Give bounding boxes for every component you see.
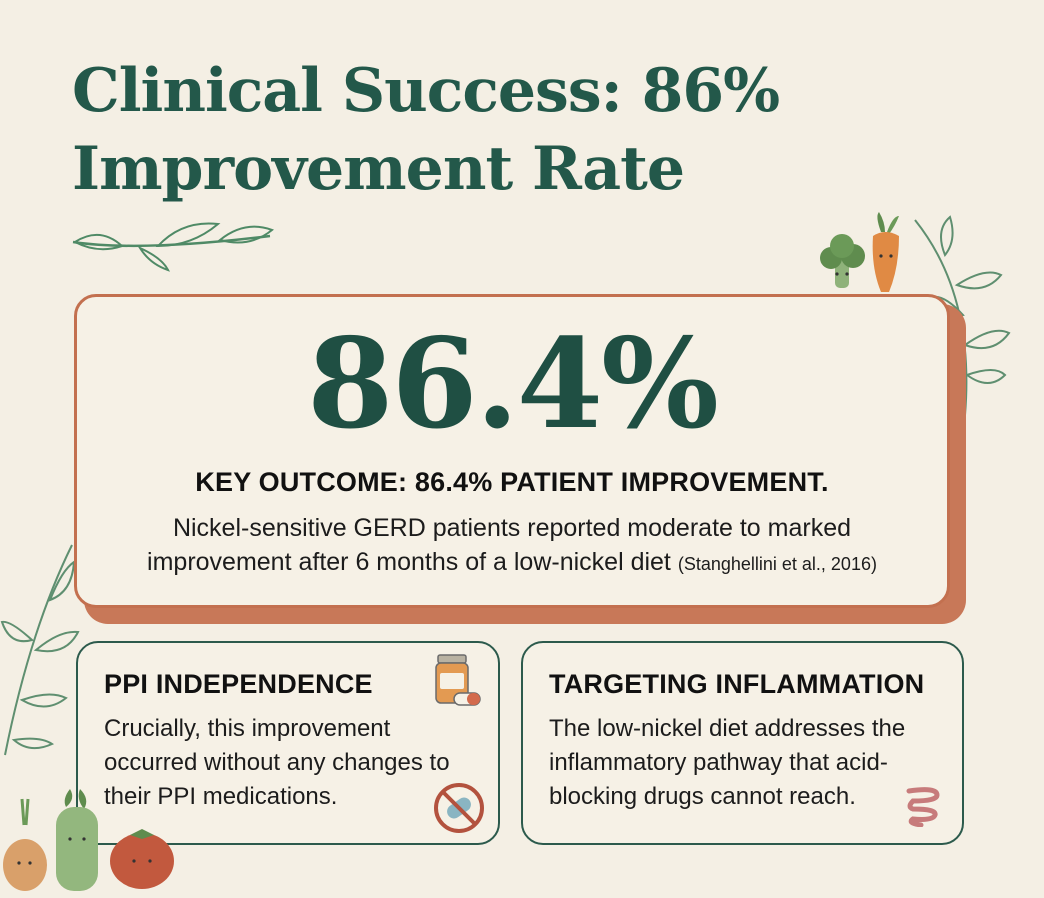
vegetables-top-decoration [820, 212, 899, 292]
celery-icon [56, 789, 98, 891]
tomato-icon [110, 829, 174, 889]
page-title: Clinical Success: 86% Improvement Rate [72, 52, 780, 208]
ppi-independence-card: PPI INDEPENDENCE Crucially, this improve… [76, 641, 500, 845]
pill-bottle-icon [435, 654, 481, 706]
intestine-icon [906, 787, 940, 827]
key-outcome-heading: KEY OUTCOME: 86.4% PATIENT IMPROVEMENT. [195, 467, 829, 497]
card-heading: PPI INDEPENDENCE [104, 669, 373, 699]
description-line-1: Nickel-sensitive GERD patients reported … [172, 514, 852, 542]
leaf-sprig-icon [72, 222, 274, 272]
targeting-inflammation-card: TARGETING INFLAMMATION The low-nickel di… [521, 641, 964, 845]
title-line-1: Clinical Success: 86% [72, 56, 780, 126]
card-body: Crucially, this improvement occurred wit… [104, 715, 450, 810]
leaf-sprig-icon [0, 544, 80, 756]
carrot-icon [872, 212, 899, 292]
key-outcome-description: Nickel-sensitive GERD patients reported … [97, 511, 927, 581]
leaf-sprig-icon [914, 215, 1011, 416]
description-line-2-text: improvement after 6 months of a low-nick… [147, 548, 671, 576]
citation: (Stanghellini et al., 2016) [677, 554, 877, 574]
description-line-2: improvement after 6 months of a low-nick… [97, 545, 927, 581]
key-outcome-card: 86.4% KEY OUTCOME: 86.4% PATIENT IMPROVE… [74, 294, 950, 608]
improvement-stat: 86.4% [307, 312, 719, 457]
card-body: The low-nickel diet addresses the inflam… [549, 715, 906, 810]
card-heading: TARGETING INFLAMMATION [549, 669, 925, 699]
broccoli-icon [820, 234, 865, 288]
onion-icon [3, 798, 47, 891]
no-pill-icon [434, 783, 484, 833]
title-line-2: Improvement Rate [72, 134, 685, 204]
vegetables-bottom-decoration [3, 789, 174, 891]
